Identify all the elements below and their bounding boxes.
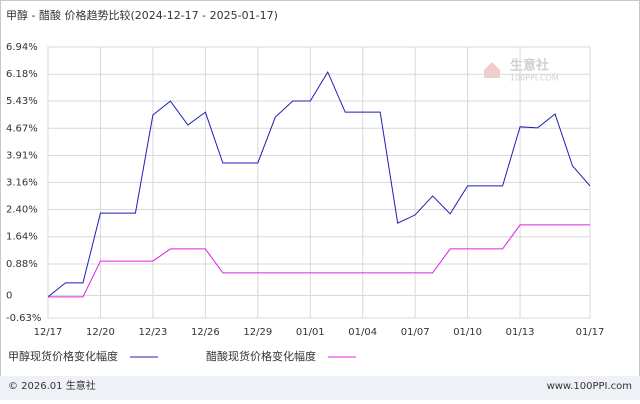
x-tick-label: 01/17 bbox=[576, 327, 605, 338]
legend-label: 甲醇现货价格变化幅度 bbox=[8, 349, 118, 363]
series-line bbox=[48, 224, 590, 298]
x-tick-label: 01/10 bbox=[453, 327, 482, 338]
y-tick-label: 3.91% bbox=[6, 150, 38, 161]
y-tick-label: 0.88% bbox=[6, 259, 38, 270]
y-tick-label: 3.16% bbox=[6, 177, 38, 188]
y-tick-label: 0 bbox=[6, 290, 12, 301]
x-tick-label: 12/29 bbox=[243, 327, 272, 338]
footer-site: www.100PPI.com bbox=[547, 381, 632, 392]
x-tick-label: 12/17 bbox=[34, 327, 63, 338]
x-tick-label: 01/01 bbox=[296, 327, 325, 338]
x-tick-label: 12/20 bbox=[86, 327, 115, 338]
series-line bbox=[47, 70, 591, 298]
y-tick-label: 6.94% bbox=[6, 42, 38, 53]
x-tick-label: 01/04 bbox=[348, 327, 377, 338]
x-tick-label: 01/07 bbox=[401, 327, 430, 338]
x-tick-label: 12/26 bbox=[191, 327, 220, 338]
footer-band bbox=[0, 376, 640, 400]
y-tick-label: -0.63% bbox=[6, 313, 41, 324]
watermark-name: 生意社 bbox=[510, 58, 549, 74]
y-tick-label: 2.40% bbox=[6, 205, 38, 216]
footer-copyright: © 2026.01 生意社 bbox=[8, 379, 96, 392]
x-tick-label: 01/13 bbox=[506, 327, 535, 338]
legend-label: 醋酸现货价格变化幅度 bbox=[206, 349, 316, 363]
watermark-site: 100PPI.COM bbox=[510, 74, 559, 83]
y-tick-label: 5.43% bbox=[6, 96, 38, 107]
y-tick-label: 1.64% bbox=[6, 232, 38, 243]
y-tick-label: 6.18% bbox=[6, 69, 38, 80]
x-tick-label: 12/23 bbox=[138, 327, 167, 338]
chart-title: 甲醇 - 醋酸 价格趋势比较(2024-12-17 - 2025-01-17) bbox=[6, 8, 278, 22]
y-tick-label: 4.67% bbox=[6, 123, 38, 134]
